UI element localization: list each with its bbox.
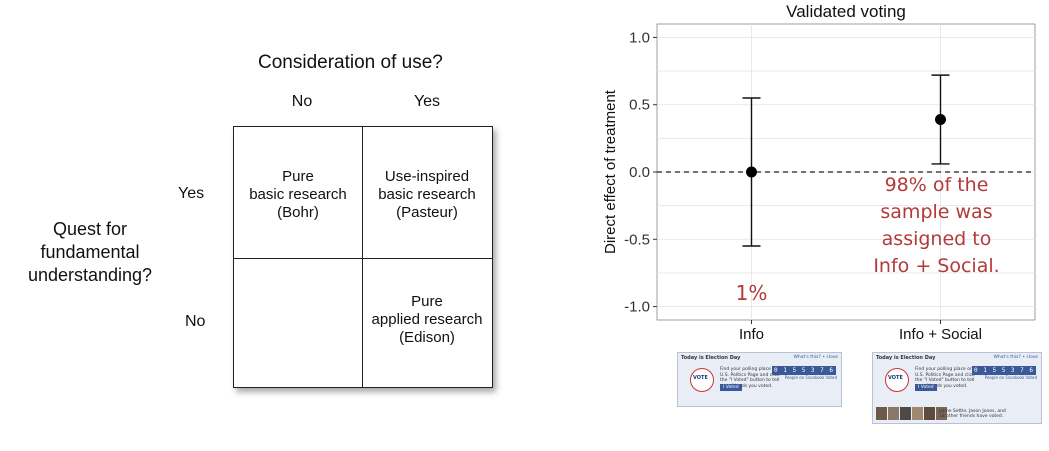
- friend-photos: [876, 407, 947, 420]
- row-label-yes: Yes: [178, 185, 205, 202]
- vote-badge-icon: [690, 368, 714, 392]
- chart-svg: -1.0 -0.5 0.0 0.5 1.0 Info Info + Social Valida…: [602, 2, 1036, 343]
- annotation-social-share-line: Info + Social.: [873, 255, 999, 277]
- y-tick-label: 1.0: [629, 29, 650, 46]
- annotation-social-share-line: sample was: [880, 201, 992, 223]
- friend-photo-icon: [900, 407, 911, 420]
- data-point: [935, 114, 946, 126]
- vote-badge-label: VOTE: [693, 375, 708, 381]
- friend-photo-icon: [936, 407, 947, 420]
- cell-line: Pure: [411, 293, 443, 310]
- side-label-line: Quest for: [52, 219, 128, 239]
- x-tick-label: Info: [739, 326, 764, 343]
- data-point: [746, 166, 757, 178]
- friends-voted-text: Jaime Settle, Jason Jones, and 18 other …: [939, 409, 1006, 419]
- thumbnail-header-link: What's this? • close: [793, 355, 838, 360]
- annotation-social-share-line: 98% of the: [885, 174, 989, 196]
- friend-photo-icon: [924, 407, 935, 420]
- annotation-social-share-line: assigned to: [882, 228, 992, 250]
- row-label-no: No: [185, 313, 206, 330]
- friend-photo-icon: [888, 407, 899, 420]
- vote-counter-label: People on Facebook Voted: [784, 375, 837, 380]
- vote-counter: 0 1 5 5 3 7 6: [772, 366, 836, 375]
- thumbnail-header: Today is Election Day: [876, 355, 936, 361]
- y-tick-label: -0.5: [624, 231, 650, 248]
- vote-counter: 0 1 5 5 3 7 6: [972, 366, 1036, 375]
- cell-bohr: Pure basic research (Bohr): [234, 168, 362, 222]
- x-tick-label: Info + Social: [899, 326, 982, 343]
- cell-line: applied research: [371, 311, 483, 328]
- column-label-no: No: [291, 93, 313, 110]
- cell-line: basic research: [378, 186, 476, 203]
- cell-line: (Bohr): [277, 204, 319, 221]
- vote-counter-label: People on Facebook Voted: [984, 375, 1037, 380]
- grid-divider-vertical: [362, 127, 363, 387]
- info-treatment-thumbnail: Today is Election Day What's this? • clo…: [677, 352, 842, 407]
- cell-line: (Edison): [399, 329, 455, 346]
- thumbnail-header-link: What's this? • close: [993, 355, 1038, 360]
- quest-for-understanding-label: Quest for fundamental understanding?: [20, 218, 160, 287]
- annotation-info-share: 1%: [736, 281, 768, 305]
- cell-line: (Pasteur): [396, 204, 458, 221]
- y-tick-label: 0.0: [629, 164, 650, 181]
- vote-badge-icon: [885, 368, 909, 392]
- friend-photo-icon: [912, 407, 923, 420]
- cell-edison: Pure applied research (Edison): [363, 293, 491, 347]
- cell-pasteur: Use-inspired basic research (Pasteur): [363, 168, 491, 222]
- vote-badge-label: VOTE: [888, 375, 903, 381]
- info-social-treatment-thumbnail: Today is Election Day What's this? • clo…: [872, 352, 1042, 424]
- cell-line: basic research: [249, 186, 347, 203]
- validated-voting-chart: -1.0 -0.5 0.0 0.5 1.0 Info Info + Social Valida…: [595, 0, 1049, 451]
- column-label-yes: Yes: [413, 93, 441, 110]
- cell-line: Use-inspired: [384, 168, 470, 185]
- chart-title: Validated voting: [786, 2, 906, 21]
- i-voted-button: I Voted: [720, 384, 742, 391]
- i-voted-button: I Voted: [915, 384, 937, 391]
- y-tick-label: 0.5: [629, 97, 650, 114]
- quadrant-grid: Pure basic research (Bohr) Use-inspired …: [233, 126, 493, 388]
- cell-line: Pure: [282, 168, 314, 185]
- quadrant-title: Consideration of use?: [258, 52, 443, 73]
- side-label-line: understanding?: [27, 265, 153, 285]
- y-tick-label: -1.0: [624, 299, 650, 316]
- y-axis-label: Direct effect of treatment: [602, 89, 619, 254]
- grid-divider-horizontal: [234, 258, 492, 259]
- pasteur-quadrant: Consideration of use? No Yes Yes No Ques…: [0, 0, 520, 451]
- thumbnail-message: Find your polling place on the U.S. Poli…: [915, 367, 982, 389]
- side-label-line: fundamental: [40, 242, 140, 262]
- friend-photo-icon: [876, 407, 887, 420]
- thumbnail-header: Today is Election Day: [681, 355, 741, 361]
- thumbnail-message: Find your polling place on the U.S. Poli…: [720, 367, 787, 389]
